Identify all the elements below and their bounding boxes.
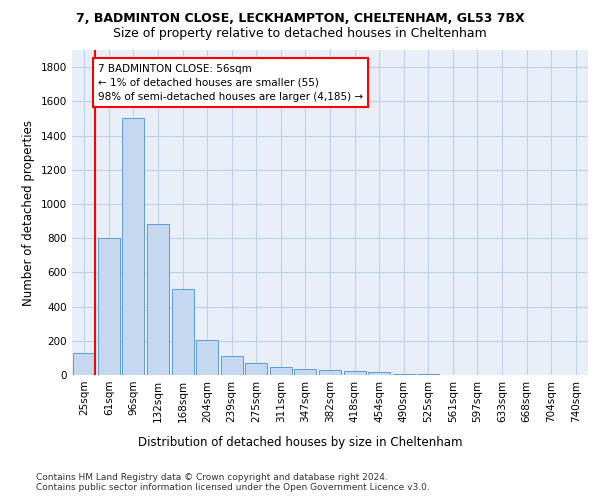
Bar — [295, 370, 316, 375]
Bar — [221, 356, 243, 375]
Bar — [319, 370, 341, 375]
Bar — [392, 374, 415, 375]
Bar — [122, 118, 145, 375]
Y-axis label: Number of detached properties: Number of detached properties — [22, 120, 35, 306]
Bar — [73, 353, 95, 375]
Bar — [147, 224, 169, 375]
Bar — [196, 340, 218, 375]
Bar — [245, 363, 268, 375]
Bar — [344, 370, 365, 375]
Text: 7 BADMINTON CLOSE: 56sqm
← 1% of detached houses are smaller (55)
98% of semi-de: 7 BADMINTON CLOSE: 56sqm ← 1% of detache… — [98, 64, 363, 102]
Bar — [417, 374, 439, 375]
Bar — [172, 290, 194, 375]
Bar — [98, 238, 120, 375]
Text: 7, BADMINTON CLOSE, LECKHAMPTON, CHELTENHAM, GL53 7BX: 7, BADMINTON CLOSE, LECKHAMPTON, CHELTEN… — [76, 12, 524, 26]
Bar — [368, 372, 390, 375]
Bar — [270, 368, 292, 375]
Text: Contains HM Land Registry data © Crown copyright and database right 2024.
Contai: Contains HM Land Registry data © Crown c… — [36, 472, 430, 492]
Text: Size of property relative to detached houses in Cheltenham: Size of property relative to detached ho… — [113, 28, 487, 40]
Text: Distribution of detached houses by size in Cheltenham: Distribution of detached houses by size … — [138, 436, 462, 449]
